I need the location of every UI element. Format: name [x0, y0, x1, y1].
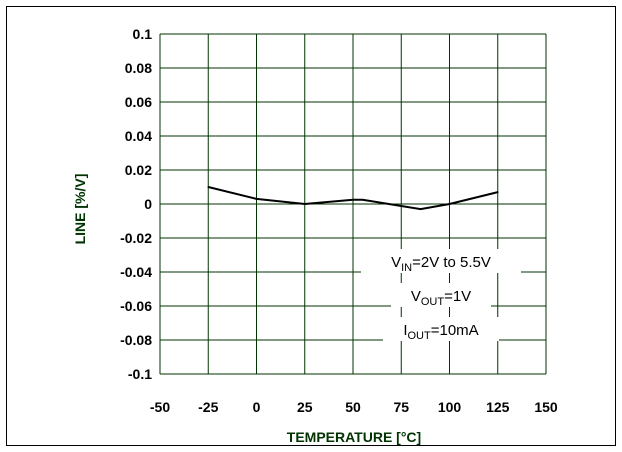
x-tick-label: -25 [198, 399, 218, 415]
series-point [352, 198, 354, 201]
outer-border [6, 6, 616, 446]
note-value: =2V to 5.5V [412, 254, 491, 271]
series-point [496, 191, 499, 193]
y-tick-label: -0.1 [128, 366, 152, 382]
x-tick-label: 50 [345, 399, 361, 415]
x-axis-title: TEMPERATURE [°C] [287, 429, 421, 445]
series-point [448, 203, 451, 205]
y-tick-label: 0.04 [125, 128, 152, 144]
series-line-0 [208, 186, 499, 211]
chart-frame: 0.1 0.08 0.06 0.04 0.02 0 -0.02 -0.04 -0.06 -0.08… [6, 6, 616, 446]
y-tick-label: -0.08 [120, 332, 152, 348]
series-layer [207, 186, 499, 211]
x-tick-label: 125 [486, 399, 510, 415]
note-subscript: OUT [421, 296, 445, 308]
line-chart: 0.1 0.08 0.06 0.04 0.02 0 -0.02 -0.04 -0.06 -0.08… [6, 6, 616, 446]
condition-note: VIN=2V to 5.5V [391, 254, 491, 274]
series-point [207, 186, 210, 188]
note-value: =1V [444, 288, 471, 305]
condition-note: IOUT=10mA [403, 322, 478, 342]
series-point [361, 198, 364, 201]
note-background [391, 283, 491, 307]
note-background [361, 249, 521, 273]
x-tick-label: -50 [150, 399, 170, 415]
series-point [419, 208, 422, 210]
grid [159, 33, 547, 375]
y-tick-label: 0.1 [133, 26, 153, 42]
y-tick-label: 0 [144, 196, 152, 212]
x-tick-label: 75 [393, 399, 409, 415]
y-tick-label: -0.06 [120, 298, 152, 314]
series-point [303, 203, 306, 205]
x-tick-label: 100 [438, 399, 462, 415]
y-axis-title: LINE [%/V] [72, 174, 88, 245]
note-value: =10mA [431, 322, 479, 339]
y-tick-label: -0.04 [120, 264, 152, 280]
note-subscript: IN [401, 262, 412, 274]
y-tick-label: 0.02 [125, 162, 152, 178]
x-tick-label: 0 [253, 399, 261, 415]
note-symbol: I [403, 322, 407, 339]
y-tick-label: 0.08 [125, 60, 152, 76]
x-tick-label: 150 [534, 399, 558, 415]
note-background [383, 317, 499, 341]
y-tick-labels: 0.1 0.08 0.06 0.04 0.02 0 -0.02 -0.04 -0.06 -0.08… [120, 26, 152, 382]
note-symbol: V [411, 288, 421, 305]
y-tick-label: -0.02 [120, 230, 152, 246]
series-point [255, 198, 258, 200]
condition-note: VOUT=1V [411, 288, 471, 308]
note-subscript: OUT [407, 330, 431, 342]
x-tick-labels: -50 -25 0 25 50 75 100 125 150 [150, 399, 558, 415]
y-tick-label: 0.06 [125, 94, 152, 110]
x-tick-label: 25 [297, 399, 313, 415]
note-symbol: V [391, 254, 401, 271]
